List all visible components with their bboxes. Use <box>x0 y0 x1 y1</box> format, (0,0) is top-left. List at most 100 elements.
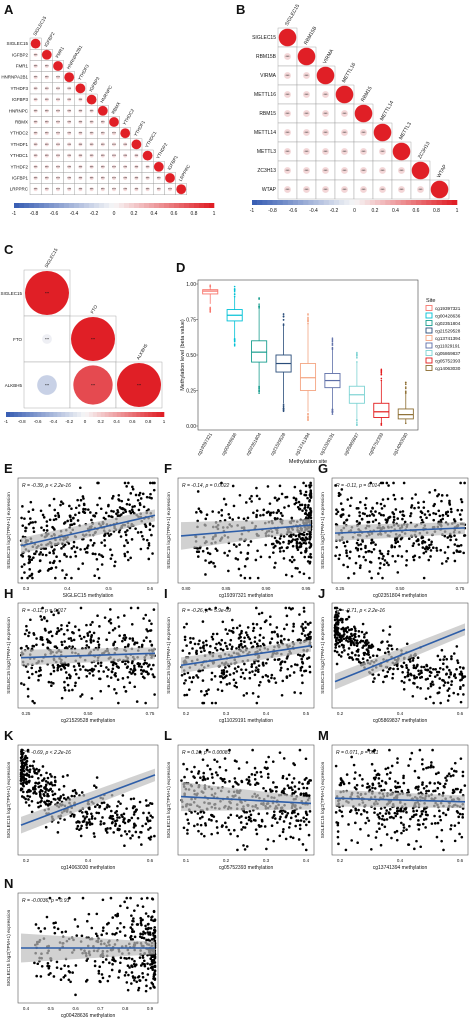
scatter-point <box>94 552 97 556</box>
scatter-point <box>273 813 276 817</box>
scatter-point <box>117 498 120 501</box>
scatter-point <box>453 543 457 546</box>
colorbar-segment <box>88 412 94 417</box>
scatter-point <box>22 683 26 686</box>
correlation-circle <box>89 108 94 113</box>
scatter-point <box>267 510 270 514</box>
scatter-point <box>21 775 25 779</box>
correlation-circle <box>44 97 49 102</box>
scatter-point <box>132 917 135 920</box>
significance-mark: *** <box>361 131 366 135</box>
scatter-point <box>56 626 60 630</box>
scatter-point <box>32 760 36 763</box>
colorbar-segment <box>119 203 125 208</box>
row-label: METTL14 <box>254 130 276 136</box>
scatter-point <box>121 794 125 797</box>
scatter-point <box>89 637 93 641</box>
scatter-point <box>290 811 294 815</box>
scatter-point <box>266 838 270 841</box>
scatter-point <box>256 576 260 580</box>
scatter-point <box>124 690 128 693</box>
scatter-point <box>197 770 201 773</box>
scatter-point <box>334 484 337 487</box>
scatter-point <box>219 647 223 651</box>
scatter-point <box>389 771 392 775</box>
scatter-point <box>257 670 260 674</box>
scatter-point <box>426 677 430 681</box>
scatter-point <box>378 511 381 515</box>
scatter-point <box>195 511 198 514</box>
scatter-point <box>90 817 94 820</box>
scatter-point <box>28 795 32 798</box>
colorbar-segment <box>262 200 268 205</box>
scatter-point <box>283 660 287 664</box>
scatter-point <box>272 810 276 813</box>
scatter-point <box>182 826 186 830</box>
significance-mark: *** <box>56 76 60 80</box>
correlation-circle <box>100 187 105 192</box>
scatter-point <box>406 671 410 674</box>
colorbar-segment <box>421 200 427 205</box>
correlation-circle <box>78 119 83 125</box>
scatter-point <box>276 633 279 636</box>
scatter-point <box>246 557 249 560</box>
correlation-circle <box>378 147 387 156</box>
scatter-point <box>34 520 37 524</box>
scatter-point <box>358 522 361 526</box>
scatter-point <box>303 555 307 559</box>
colorbar-segment <box>104 412 109 417</box>
scatter-point <box>451 774 455 777</box>
legend-key <box>425 305 433 311</box>
significance-mark: *** <box>45 338 50 342</box>
scatter-point <box>402 829 405 833</box>
significance-mark: *** <box>45 177 49 181</box>
outlier-point <box>380 424 383 426</box>
correlation-circle <box>71 317 115 361</box>
scatter-point <box>403 675 407 679</box>
scatter-point <box>392 667 395 671</box>
x-tick-label: 0.75 <box>456 586 465 591</box>
outlier-point <box>282 407 285 410</box>
scatter-point <box>131 637 135 640</box>
scatter-point <box>180 779 183 782</box>
scatter-point <box>377 572 380 575</box>
scatter-point <box>208 767 212 771</box>
scatter-point <box>296 505 300 509</box>
scatter-point <box>461 774 465 778</box>
x-tick-label: 0.50 <box>396 586 405 591</box>
significance-mark: *** <box>146 165 150 169</box>
scatter-point <box>46 646 49 650</box>
scatter-point <box>251 629 255 633</box>
scatter-point <box>118 506 122 509</box>
x-tick-label: 0.80 <box>182 586 191 591</box>
scatter-point <box>212 815 216 818</box>
significance-mark: *** <box>323 93 328 97</box>
scatter-point <box>435 835 439 839</box>
colorbar-segment <box>37 412 42 417</box>
y-tick-label: 0.50 <box>186 353 196 359</box>
row-label: LRPPRC <box>10 187 29 192</box>
scatter-point <box>361 657 365 660</box>
x-tick-label: 0.2 <box>23 858 30 863</box>
scatter-point <box>454 676 457 680</box>
scatter-point <box>111 817 115 821</box>
scatter-point <box>72 540 76 544</box>
scatter-point <box>69 518 73 522</box>
scatter-point <box>413 847 416 851</box>
scatter-point <box>79 695 82 698</box>
scatter-point <box>218 765 222 769</box>
scatter-point <box>128 670 132 674</box>
scatter-point <box>407 843 410 846</box>
scatter-point <box>193 642 197 646</box>
scatter-point <box>357 654 360 657</box>
colorbar-segment <box>204 203 210 208</box>
scatter-point <box>199 810 202 814</box>
scatter-point <box>74 506 78 510</box>
box <box>373 402 390 418</box>
scatter-point <box>273 496 277 500</box>
scatter-point <box>40 618 44 621</box>
significance-mark: *** <box>123 143 127 147</box>
scatter-point <box>78 634 82 638</box>
scatter-point <box>99 664 103 668</box>
